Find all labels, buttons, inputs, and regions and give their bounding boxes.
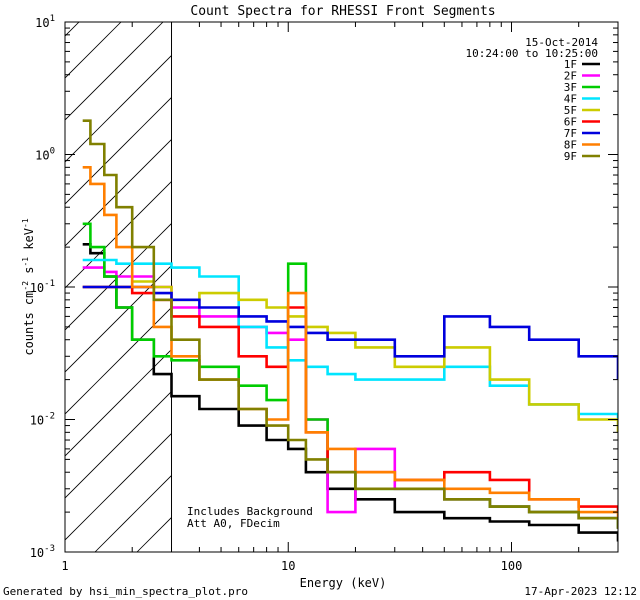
y-tick-label: 100 (35, 147, 55, 163)
generated-by-label: Generated by hsi_min_spectra_plot.pro (3, 585, 248, 598)
legend-label-2F: 2F (564, 70, 577, 83)
x-tick-label: 10 (281, 559, 295, 573)
date-label: 15-Oct-2014 (525, 36, 598, 49)
y-tick-exponent: 1 (50, 14, 55, 24)
y-label-kev: keV (22, 228, 36, 257)
y-tick-label: 10-1 (30, 279, 55, 295)
y-tick-exponent: -1 (44, 279, 55, 289)
y-axis-label: counts cm-2 s-1 keV-1 (21, 218, 36, 355)
time-range-label: 10:24:00 to 10:25:00 (466, 47, 598, 60)
hatch-line (65, 264, 172, 373)
hatch-line (65, 22, 164, 121)
timestamp-label: 17-Apr-2023 12:12 (524, 585, 637, 598)
legend-label-1F: 1F (564, 58, 577, 71)
x-tick-label: 1 (61, 559, 68, 573)
y-label-exp-cm: -2 (21, 281, 30, 291)
legend-label-8F: 8F (564, 139, 577, 152)
y-tick-mantissa: 10 (35, 16, 49, 30)
annotation-background: Includes Background (187, 505, 313, 518)
y-tick-exponent: -3 (44, 544, 55, 554)
legend-label-4F: 4F (564, 93, 577, 106)
hatch-line (65, 222, 172, 331)
y-label-counts: counts cm (22, 291, 36, 356)
series-line-9F (82, 119, 618, 529)
x-tick-label: 100 (501, 559, 523, 573)
hatch-line (65, 348, 172, 457)
y-label-exp-kev: -1 (21, 218, 30, 228)
y-tick-mantissa: 10 (30, 281, 44, 295)
hatch-line (65, 390, 172, 499)
hatch-line (0, 0, 107, 552)
hatched-region (0, 0, 173, 552)
y-tick-exponent: -2 (44, 412, 55, 422)
series-line-1F (82, 243, 618, 542)
series-line-8F (82, 166, 618, 519)
y-tick-label: 101 (35, 14, 55, 30)
hatch-line (65, 22, 122, 79)
series-group (82, 119, 618, 542)
y-tick-label: 10-3 (30, 544, 55, 560)
hatch-line (94, 474, 172, 552)
y-tick-exponent: 0 (50, 147, 55, 157)
y-label-s: s (22, 267, 36, 281)
annotation-attenuator: Att A0, FDecim (187, 517, 280, 530)
series-line-4F (82, 258, 618, 420)
legend-label-6F: 6F (564, 116, 577, 129)
y-label-exp-s: -1 (21, 257, 30, 267)
legend-label-3F: 3F (564, 81, 577, 94)
chart-title: Count Spectra for RHESSI Front Segments (190, 4, 495, 19)
legend-label-9F: 9F (564, 150, 577, 163)
hatch-line (65, 432, 172, 541)
x-axis-label: Energy (keV) (300, 576, 387, 590)
series-line-5F (82, 280, 618, 433)
series-line-3F (82, 222, 618, 529)
y-tick-mantissa: 10 (30, 414, 44, 428)
y-tick-label: 10-2 (30, 412, 55, 428)
hatch-line (65, 96, 172, 205)
legend-label-5F: 5F (564, 104, 577, 117)
y-tick-mantissa: 10 (30, 546, 44, 560)
y-tick-mantissa: 10 (35, 149, 49, 163)
legend-label-7F: 7F (564, 127, 577, 140)
hatch-line (65, 306, 172, 415)
